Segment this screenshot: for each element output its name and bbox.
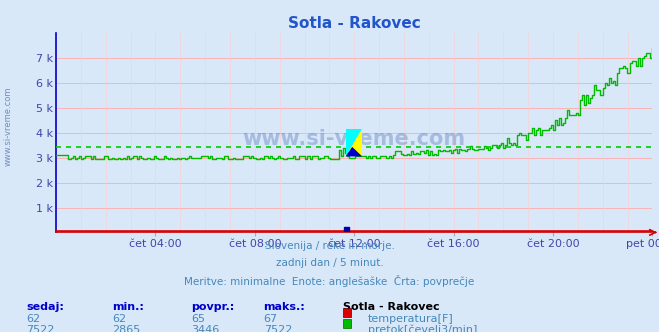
Text: 7522: 7522: [264, 325, 292, 332]
Title: Sotla - Rakovec: Sotla - Rakovec: [288, 16, 420, 31]
Text: 62: 62: [112, 314, 126, 324]
Text: 67: 67: [264, 314, 277, 324]
Text: Meritve: minimalne  Enote: anglešaške  Črta: povprečje: Meritve: minimalne Enote: anglešaške Črt…: [185, 275, 474, 287]
Text: www.si-vreme.com: www.si-vreme.com: [3, 86, 13, 166]
Text: zadnji dan / 5 minut.: zadnji dan / 5 minut.: [275, 258, 384, 268]
Text: Slovenija / reke in morje.: Slovenija / reke in morje.: [264, 241, 395, 251]
Text: Sotla - Rakovec: Sotla - Rakovec: [343, 302, 440, 312]
Text: 7522: 7522: [26, 325, 55, 332]
Polygon shape: [345, 129, 362, 156]
Text: povpr.:: povpr.:: [191, 302, 235, 312]
Text: pretok[čevelj3/min]: pretok[čevelj3/min]: [368, 325, 477, 332]
Text: 3446: 3446: [191, 325, 219, 332]
Text: 65: 65: [191, 314, 205, 324]
Text: 62: 62: [26, 314, 40, 324]
Text: sedaj:: sedaj:: [26, 302, 64, 312]
Text: 2865: 2865: [112, 325, 140, 332]
Bar: [344, 227, 349, 232]
Text: maks.:: maks.:: [264, 302, 305, 312]
Polygon shape: [345, 147, 362, 156]
Polygon shape: [345, 129, 362, 156]
Text: min.:: min.:: [112, 302, 144, 312]
Text: temperatura[F]: temperatura[F]: [368, 314, 453, 324]
Text: www.si-vreme.com: www.si-vreme.com: [243, 129, 466, 149]
